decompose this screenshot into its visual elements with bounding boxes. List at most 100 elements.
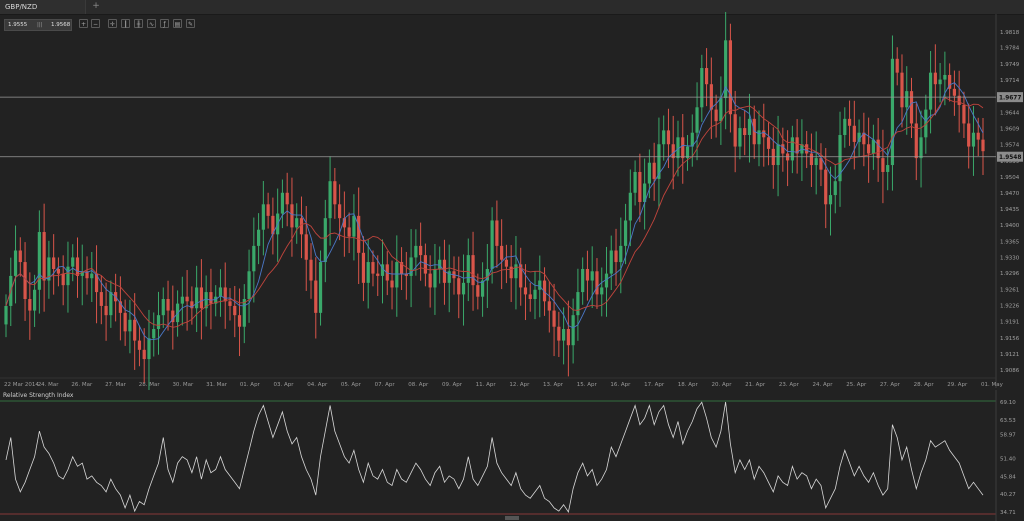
tab-gbpnzd[interactable]: GBP/NZD [0, 0, 86, 14]
candle-body [490, 220, 494, 269]
candle-body [75, 257, 80, 276]
rsi-y-tick-label: 40.27 [1000, 492, 1016, 498]
candle-body [595, 271, 599, 295]
candle-body [328, 181, 332, 219]
candle-body [719, 98, 723, 122]
candle-body [419, 245, 423, 256]
candle-body [414, 245, 418, 258]
rsi-y-tick-label: 34.71 [1000, 510, 1016, 516]
candle-body [647, 162, 651, 184]
candle-body [628, 192, 632, 221]
candle-body [905, 91, 909, 108]
drawing-icon[interactable]: ✎ [186, 19, 195, 28]
candle-body [4, 305, 8, 325]
candle-body [542, 280, 547, 302]
candle-body [852, 125, 856, 142]
y-tick-label: 1.9121 [1000, 352, 1019, 358]
y-tick-label: 1.9191 [1000, 320, 1019, 326]
candle-body [237, 315, 242, 327]
y-tick-label: 1.9226 [1000, 303, 1020, 309]
y-tick-label: 1.9504 [1000, 175, 1020, 181]
x-tick-label: 04. Apr [307, 382, 328, 388]
candle-body [795, 137, 799, 154]
zoom-in-icon[interactable]: + [79, 19, 88, 28]
candle-body [290, 204, 294, 228]
candle-body [981, 139, 985, 152]
candle-body [195, 287, 199, 309]
candle-body [433, 268, 437, 288]
candle-body [218, 287, 223, 297]
tab-bar: GBP/NZD + [0, 0, 1024, 15]
candle-body [738, 128, 742, 147]
indicators-icon[interactable]: ƒ [160, 19, 169, 28]
candle-body [509, 266, 513, 279]
candle-body [261, 204, 265, 230]
candle-body [762, 130, 766, 138]
rsi-y-tick-label: 45.84 [1000, 474, 1016, 480]
candle-body [199, 287, 203, 309]
candle-body [886, 165, 890, 172]
price-chart[interactable]: 1.9818 1.9784 1.9749 1.9714 1.9644 1.9609 1.95… [0, 0, 1024, 390]
candle-body [109, 292, 113, 316]
candle-body [457, 278, 461, 295]
zoom-out-icon[interactable]: − [91, 19, 100, 28]
x-tick-label: 01. Apr [240, 382, 261, 388]
y-tick-label: 1.9609 [1000, 127, 1020, 133]
candle-body [900, 72, 904, 108]
candle-body [805, 144, 809, 154]
candle-body [867, 144, 871, 154]
candle-body [380, 264, 385, 276]
candle-body [681, 137, 685, 159]
candle-body [623, 220, 628, 246]
candle-body [547, 301, 551, 311]
candle-body [204, 292, 208, 309]
template-icon[interactable]: ▤ [173, 19, 182, 28]
candle-body [104, 305, 108, 316]
y-tick-label: 1.9749 [1000, 62, 1020, 68]
y-tick-label: 1.9644 [1000, 110, 1020, 116]
y-tick-label: 1.9330 [1000, 255, 1020, 261]
candle-body [638, 171, 642, 202]
candle-body [371, 262, 375, 274]
candle-body [704, 68, 709, 85]
candle-body [161, 299, 165, 316]
y-tick-label: 1.9470 [1000, 191, 1020, 197]
candle-body [309, 259, 313, 281]
candle-body [295, 218, 299, 228]
candle-body [228, 301, 232, 306]
candle-body [233, 305, 237, 316]
candle-body [833, 181, 837, 196]
quote-separator: ||| [37, 22, 43, 28]
candle-body [838, 135, 842, 182]
fast-moving-average-line [5, 82, 984, 341]
candle-body [480, 280, 485, 297]
candle-body [342, 218, 346, 228]
level-price-tag [997, 92, 1023, 103]
candle-body [957, 95, 961, 105]
x-tick-label: 25. Apr [846, 382, 867, 388]
x-tick-label: 07. Apr [375, 382, 396, 388]
candle-body [495, 220, 499, 246]
candle-body [37, 232, 41, 290]
candle-body [271, 215, 275, 235]
panel-resize-handle[interactable] [505, 516, 519, 520]
x-tick-label: 27. Apr [880, 382, 901, 388]
candle-body [781, 144, 785, 154]
candle-body [376, 273, 380, 276]
candle-type-icon[interactable]: ┃ [121, 19, 130, 28]
level-price-label: 1.9677 [999, 95, 1021, 101]
y-tick-label: 1.9156 [1000, 336, 1020, 342]
rsi-panel[interactable]: 69.10 63.53 58.97 51.40 45.84 40.27 34.71 [0, 390, 1024, 521]
line-type-icon[interactable]: ∿ [147, 19, 156, 28]
price-quote: 1.9555 ||| 1.9568 [4, 19, 72, 31]
bar-type-icon[interactable]: ╫ [134, 19, 143, 28]
candle-body [976, 132, 980, 140]
candle-body [214, 296, 218, 304]
candle-body [137, 340, 142, 350]
rsi-y-tick-label: 58.97 [1000, 432, 1016, 438]
add-tab-button[interactable]: + [92, 1, 100, 11]
candle-body [247, 271, 251, 300]
candle-body [171, 310, 175, 323]
crosshair-icon[interactable]: ✛ [108, 19, 117, 28]
candle-body [366, 262, 370, 283]
